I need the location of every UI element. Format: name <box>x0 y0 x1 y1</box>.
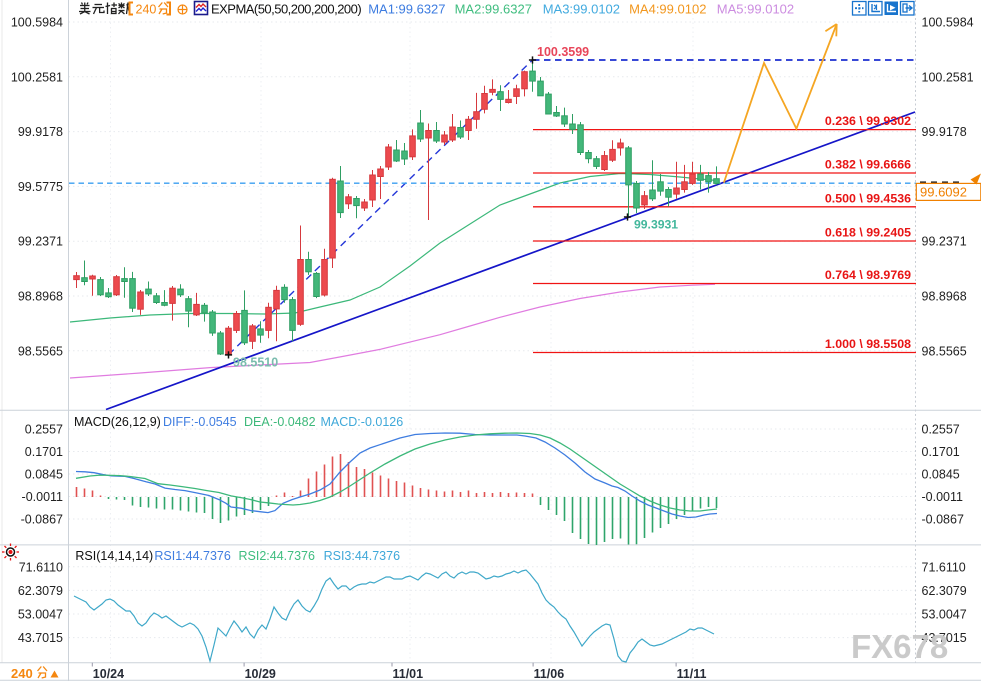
svg-text:1.000 \ 98.5508: 1.000 \ 98.5508 <box>825 337 911 351</box>
svg-text:11/06: 11/06 <box>534 667 565 681</box>
svg-text:99.9178: 99.9178 <box>18 125 63 139</box>
svg-text:98.5565: 98.5565 <box>18 344 63 358</box>
svg-text:100.3599: 100.3599 <box>537 45 589 59</box>
svg-text:100.2581: 100.2581 <box>11 70 63 84</box>
svg-text:240: 240 <box>136 3 157 17</box>
svg-text:0.1701: 0.1701 <box>922 445 960 459</box>
svg-text:RSI(14,14,14): RSI(14,14,14) <box>75 549 153 563</box>
svg-text:98.8968: 98.8968 <box>922 290 967 304</box>
svg-text:99.3931: 99.3931 <box>634 218 678 232</box>
svg-text:RSI3:44.7376: RSI3:44.7376 <box>324 549 400 563</box>
svg-text:MA1:99.6327: MA1:99.6327 <box>368 2 445 17</box>
svg-text:99.2371: 99.2371 <box>922 235 967 249</box>
svg-text:MA5:99.0102: MA5:99.0102 <box>717 2 794 17</box>
svg-text:0.236 \ 99.9302: 0.236 \ 99.9302 <box>825 114 911 128</box>
svg-text:98.8968: 98.8968 <box>18 290 63 304</box>
svg-text:53.0047: 53.0047 <box>922 608 967 622</box>
svg-text:100.5984: 100.5984 <box>922 16 974 30</box>
svg-text:98.5510: 98.5510 <box>233 356 278 370</box>
svg-text:MA4:99.0102: MA4:99.0102 <box>629 2 706 17</box>
svg-text:MA2:99.6327: MA2:99.6327 <box>455 2 532 17</box>
svg-text:53.0047: 53.0047 <box>18 608 63 622</box>
svg-text:-0.0867: -0.0867 <box>922 513 964 527</box>
svg-text:99.6092: 99.6092 <box>920 185 967 200</box>
svg-text:DIFF:-0.0545: DIFF:-0.0545 <box>163 415 237 429</box>
svg-text:11/01: 11/01 <box>393 667 424 681</box>
svg-text:43.7015: 43.7015 <box>18 631 63 645</box>
svg-text:0.0845: 0.0845 <box>25 468 63 482</box>
svg-text:43.7015: 43.7015 <box>922 631 967 645</box>
svg-text:99.2371: 99.2371 <box>18 235 63 249</box>
svg-text:0.2557: 0.2557 <box>25 423 63 437</box>
svg-text:-0.0011: -0.0011 <box>22 490 64 504</box>
svg-text:DEA:-0.0482: DEA:-0.0482 <box>244 415 316 429</box>
svg-text:0.618 \ 99.2405: 0.618 \ 99.2405 <box>825 226 911 240</box>
svg-text:62.3079: 62.3079 <box>922 584 967 598</box>
svg-text:99.5775: 99.5775 <box>18 180 63 194</box>
svg-text:RSI1:44.7376: RSI1:44.7376 <box>154 549 230 563</box>
svg-text:62.3079: 62.3079 <box>18 584 63 598</box>
svg-text:71.6110: 71.6110 <box>19 560 63 574</box>
svg-text:0.0845: 0.0845 <box>922 468 960 482</box>
svg-text:99.9178: 99.9178 <box>922 125 967 139</box>
svg-text:11/11: 11/11 <box>677 667 707 681</box>
svg-text:10/24: 10/24 <box>93 667 124 681</box>
svg-text:0.382 \ 99.6666: 0.382 \ 99.6666 <box>825 158 911 172</box>
svg-text:10/29: 10/29 <box>245 667 276 681</box>
svg-text:0.2557: 0.2557 <box>922 423 960 437</box>
svg-text:71.6110: 71.6110 <box>922 560 966 574</box>
svg-text:FX678: FX678 <box>851 628 948 665</box>
svg-text:MACD:-0.0126: MACD:-0.0126 <box>321 415 404 429</box>
svg-text:RSI2:44.7376: RSI2:44.7376 <box>239 549 315 563</box>
svg-text:0.1701: 0.1701 <box>25 445 63 459</box>
svg-text:-0.0011: -0.0011 <box>922 490 964 504</box>
svg-text:98.5565: 98.5565 <box>922 344 967 358</box>
svg-text:MACD(26,12,9): MACD(26,12,9) <box>74 415 161 429</box>
svg-text:-0.0867: -0.0867 <box>21 513 63 527</box>
svg-text:0.764 \ 98.9769: 0.764 \ 98.9769 <box>825 268 911 282</box>
svg-text:100.5984: 100.5984 <box>11 16 63 30</box>
svg-text:100.2581: 100.2581 <box>922 70 974 84</box>
svg-text:MA3:99.0102: MA3:99.0102 <box>543 2 620 17</box>
svg-text:240: 240 <box>11 666 33 681</box>
svg-text:0.500 \ 99.4536: 0.500 \ 99.4536 <box>825 191 911 205</box>
svg-text:EXPMA(50,50,200,200,200): EXPMA(50,50,200,200,200) <box>211 2 361 17</box>
